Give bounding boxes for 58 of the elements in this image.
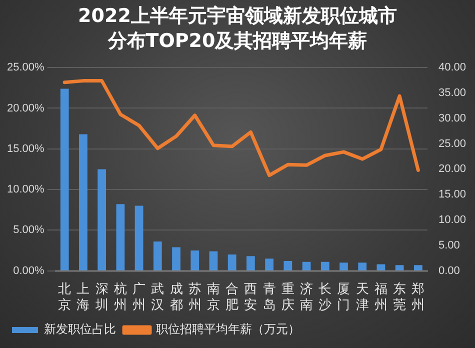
y-tick-label: 20.00% [6,102,45,114]
bar [376,264,386,270]
x-tick-label: 杭州 [112,281,127,312]
bar [209,251,218,270]
y2-tick-label: 10.00 [438,214,466,226]
y-tick-label: 5.00% [13,224,45,236]
x-tick-label: 北京 [58,281,72,312]
x-tick-label: 上海 [76,281,90,312]
y-tick-label: 10.00% [6,184,45,196]
y2-tick-label: 15.00 [438,188,466,201]
y2-tick-label: 0.00 [438,264,460,277]
bar [190,250,200,270]
x-tick-label: 武汉 [151,281,164,312]
x-tick-label: 广州 [132,281,146,312]
y-tick-label: 15.00% [6,142,45,155]
x-tick-label: 西安 [244,281,258,312]
x-tick-label: 东莞 [393,281,406,312]
bar [265,258,274,270]
y2-tick-label: 5.00 [438,239,460,252]
x-tick-label: 成都 [170,281,183,312]
x-tick-label: 长沙 [318,281,332,312]
bar [284,261,292,270]
x-tick-label: 南京 [206,281,220,312]
y2-tick-label: 40.00 [438,62,466,74]
y-tick-label: 0.00% [13,264,45,277]
x-tick-label: 郑州 [412,281,425,312]
legend-label: 职位招聘平均年薪（万元） [156,322,300,336]
x-tick-label: 深圳 [94,281,108,312]
bar [228,254,236,270]
x-tick-label: 合肥 [226,281,239,312]
legend-label: 新发职位占比 [44,322,116,336]
x-tick-label: 厦门 [337,281,350,312]
x-tick-label: 重庆 [281,281,294,312]
bar [60,88,69,270]
bar [302,262,311,270]
x-tick-label: 济南 [300,281,314,312]
bar [172,247,180,270]
bar [79,134,88,270]
bar [246,256,255,270]
chart-title: 2022上半年元宇宙领域新发职位城市分布TOP20及其招聘平均年薪 [77,4,398,54]
y2-tick-label: 30.00 [438,112,466,124]
bar [320,262,330,270]
bar [116,204,125,270]
x-tick-label: 福州 [374,281,388,312]
bar [358,262,367,270]
y2-tick-label: 20.00 [438,163,466,176]
y2-tick-label: 25.00 [438,138,466,150]
y-tick-label: 25.00% [6,62,45,74]
bar [98,169,106,270]
bar [340,262,348,270]
bar [134,206,144,270]
bar [395,265,404,270]
x-tick-label: 天津 [356,281,369,312]
x-tick-label: 青岛 [262,281,276,312]
y2-tick-label: 35.00 [438,87,466,100]
bar [153,242,162,270]
x-tick-label: 苏州 [188,281,202,312]
bar [414,265,422,270]
